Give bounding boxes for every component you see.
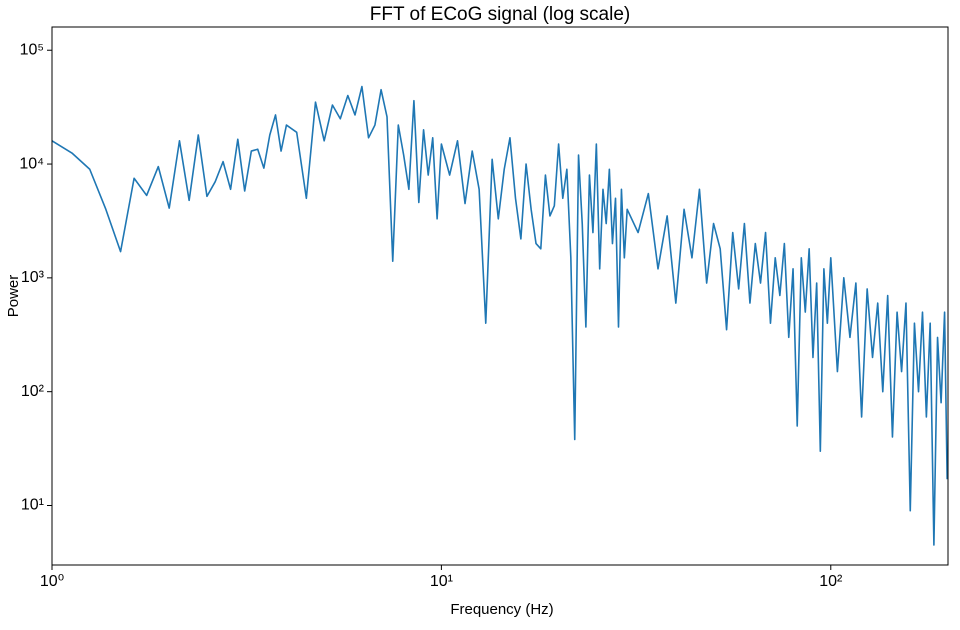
chart-title: FFT of ECoG signal (log scale) bbox=[370, 4, 630, 25]
x-axis-label: Frequency (Hz) bbox=[450, 601, 553, 618]
y-tick-label: 10³ bbox=[21, 269, 45, 286]
y-tick-label: 10² bbox=[21, 383, 45, 400]
data-line bbox=[52, 85, 948, 546]
y-tick-label: 10¹ bbox=[21, 497, 44, 514]
plot-frame bbox=[51, 26, 949, 566]
y-tick-label: 10⁴ bbox=[19, 155, 44, 172]
x-tick-label: 10² bbox=[819, 573, 843, 590]
y-tick-label: 10⁵ bbox=[20, 41, 44, 58]
x-tick-label: 10¹ bbox=[430, 573, 453, 590]
x-tick-label: 10⁰ bbox=[40, 573, 64, 590]
y-axis-label: Power bbox=[5, 275, 22, 318]
